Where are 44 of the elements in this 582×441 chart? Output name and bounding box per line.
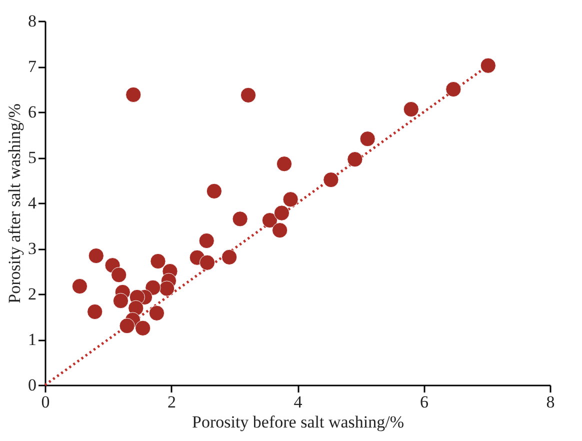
point [360, 131, 376, 147]
x-axis-title: Porosity before salt washing/% [192, 412, 404, 432]
y-tick-label: 0 [28, 376, 36, 394]
x-tick-label: 0 [41, 392, 50, 412]
point [159, 280, 175, 296]
point [221, 249, 238, 265]
point [111, 267, 127, 283]
y-tick-label: 3 [28, 239, 36, 258]
point [323, 172, 339, 188]
point [446, 81, 462, 98]
point [282, 192, 298, 208]
point [112, 293, 129, 309]
point [480, 58, 496, 74]
y-tick-label: 2 [28, 284, 36, 304]
point [87, 304, 103, 320]
point [240, 87, 256, 103]
y-tick-label: 4 [28, 194, 37, 212]
point [126, 86, 142, 103]
x-tick-label: 4 [294, 392, 303, 412]
point [276, 156, 292, 172]
point [198, 232, 214, 249]
point [148, 305, 165, 321]
point [119, 318, 135, 334]
point [403, 101, 419, 118]
y-axis-title: Porosity after salt washing/% [5, 104, 24, 304]
point [206, 183, 222, 199]
y-tick-label: 5 [28, 148, 36, 167]
point [135, 320, 151, 336]
x-tick-label: 2 [168, 392, 176, 412]
y-tick-label: 1 [28, 330, 36, 349]
point [232, 211, 248, 227]
point [150, 253, 166, 270]
y-tick-label: 8 [28, 12, 36, 30]
point [347, 152, 363, 168]
point [88, 248, 104, 264]
point [199, 254, 216, 270]
point [272, 222, 288, 238]
point [72, 278, 88, 294]
point [262, 212, 278, 228]
x-tick-label: 6 [420, 392, 428, 412]
point [274, 205, 290, 221]
y-tick-label: 7 [28, 57, 37, 76]
x-tick-label: 8 [546, 392, 555, 412]
y-tick-label: 6 [28, 102, 36, 122]
